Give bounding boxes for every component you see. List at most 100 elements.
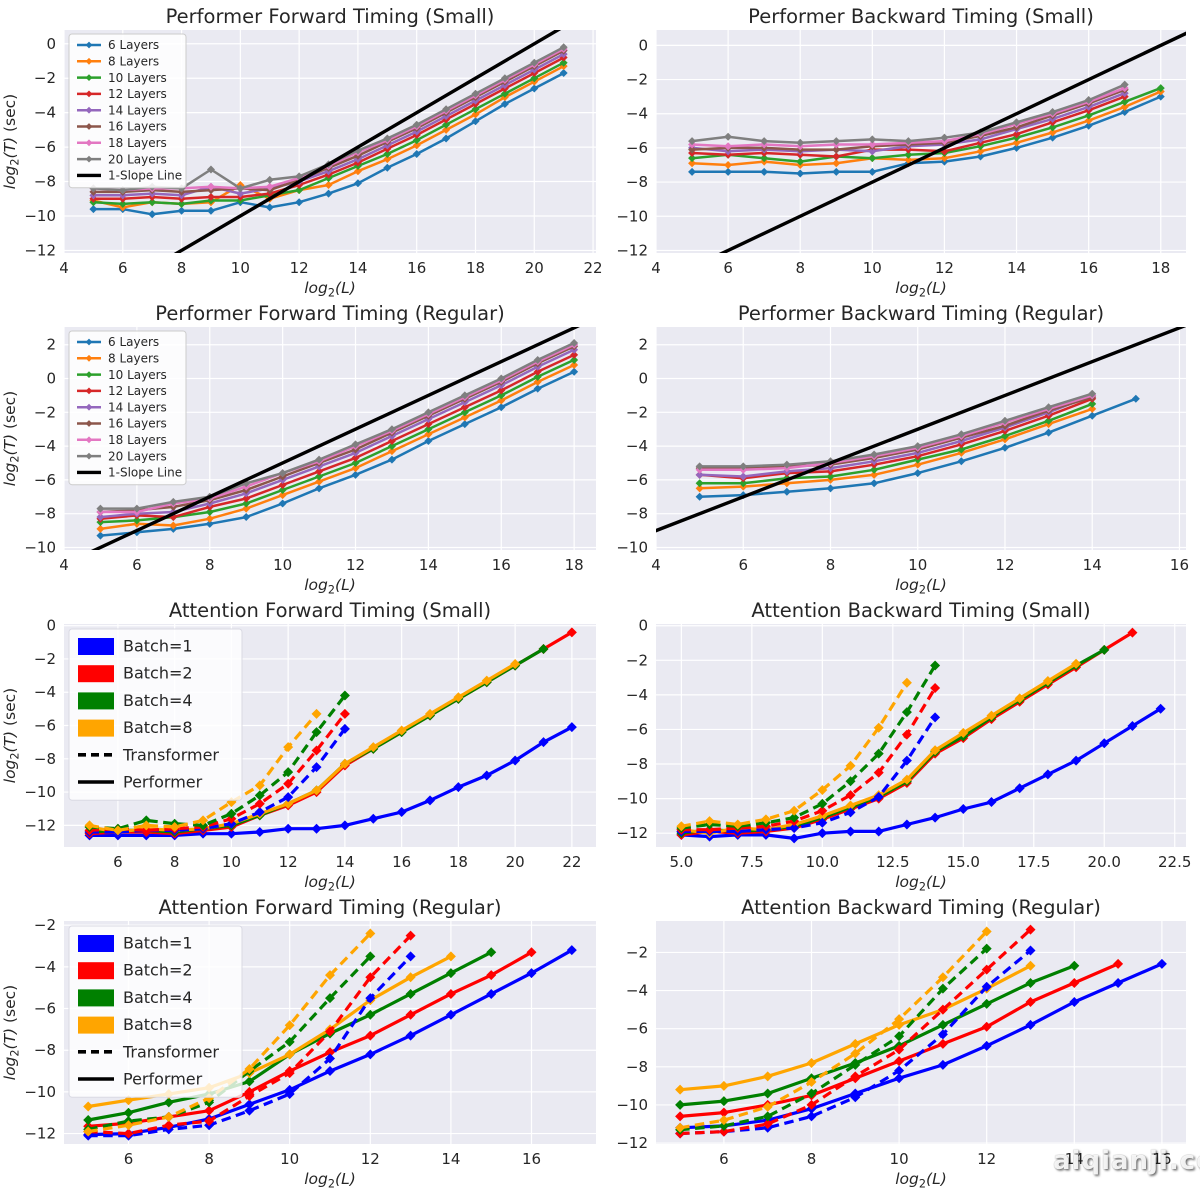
svg-text:12.5: 12.5 (876, 853, 909, 871)
svg-text:−12: −12 (24, 1125, 56, 1143)
svg-text:log2(L): log2(L) (895, 873, 947, 894)
svg-text:Batch=4: Batch=4 (123, 988, 193, 1007)
svg-text:0: 0 (46, 617, 56, 635)
svg-text:−2: −2 (34, 69, 56, 87)
svg-text:10: 10 (280, 1150, 299, 1168)
svg-text:15.0: 15.0 (947, 853, 980, 871)
svg-text:−10: −10 (616, 1096, 648, 1114)
svg-text:2: 2 (46, 336, 56, 354)
svg-text:1-Slope Line: 1-Slope Line (108, 169, 182, 183)
svg-text:−8: −8 (34, 750, 56, 768)
svg-text:−6: −6 (34, 138, 56, 156)
chart-canvas-attention-backward-regular: 6 8 10 12 14 16 −2 −4 −6 −8 −10 −12 log2(L) (616, 921, 1186, 1188)
svg-text:12: 12 (935, 259, 954, 277)
svg-text:12: 12 (346, 556, 365, 574)
watermark-text: aiqianji.com (1053, 1146, 1200, 1176)
svg-text:log2(L): log2(L) (895, 1170, 947, 1188)
svg-text:−6: −6 (626, 1020, 648, 1038)
svg-text:−4: −4 (34, 958, 56, 976)
svg-text:log2(T) (sec): log2(T) (sec) (1, 391, 22, 486)
svg-text:0: 0 (638, 36, 648, 54)
svg-text:14 Layers: 14 Layers (108, 400, 167, 414)
svg-text:8 Layers: 8 Layers (108, 55, 159, 69)
chart-title: Attention Backward Timing (Regular) (741, 896, 1101, 919)
svg-text:4: 4 (651, 556, 661, 574)
svg-text:12: 12 (977, 1150, 996, 1168)
subplot-performer-backward-small: 4 6 8 10 12 14 16 18 0 −2 −4 −6 −8 −10 −12 log2(L) Perf… (600, 0, 1200, 300)
subplot-attention-forward-regular: 6 8 10 12 14 16 −2 −4 −6 −8 −10 −12 log2(L) log2(T) (… (0, 891, 600, 1188)
svg-text:Batch=1: Batch=1 (123, 637, 193, 656)
svg-text:16: 16 (1170, 556, 1189, 574)
svg-text:Batch=8: Batch=8 (123, 718, 193, 737)
svg-text:18: 18 (565, 556, 584, 574)
svg-text:−6: −6 (626, 139, 648, 157)
svg-text:−8: −8 (626, 1058, 648, 1076)
svg-text:6 Layers: 6 Layers (108, 335, 159, 349)
svg-text:Transformer: Transformer (122, 1042, 219, 1061)
svg-text:−4: −4 (626, 437, 648, 455)
svg-text:10: 10 (273, 556, 292, 574)
svg-text:8: 8 (177, 259, 187, 277)
svg-text:22: 22 (584, 259, 603, 277)
svg-text:16: 16 (407, 259, 426, 277)
svg-text:16: 16 (1152, 1150, 1171, 1168)
svg-text:16 Layers: 16 Layers (108, 120, 167, 134)
svg-text:−10: −10 (616, 790, 648, 808)
svg-text:10.0: 10.0 (806, 853, 839, 871)
svg-text:5.0: 5.0 (669, 853, 693, 871)
svg-text:8: 8 (826, 556, 836, 574)
svg-text:6 Layers: 6 Layers (108, 38, 159, 52)
svg-text:6: 6 (719, 1150, 729, 1168)
svg-text:log2(L): log2(L) (304, 576, 356, 597)
svg-text:10 Layers: 10 Layers (108, 368, 167, 382)
svg-text:14: 14 (1007, 259, 1026, 277)
svg-text:−2: −2 (34, 403, 56, 421)
svg-text:18 Layers: 18 Layers (108, 136, 167, 150)
svg-text:−6: −6 (34, 1000, 56, 1018)
chart-canvas-attention-backward-small: 5.0 7.5 10.0 12.5 15.0 17.5 20.0 22.5 0 −2 −4 −6 −8 −… (616, 617, 1191, 894)
svg-text:−8: −8 (626, 505, 648, 523)
svg-text:Performer: Performer (123, 1070, 203, 1089)
svg-text:−2: −2 (626, 651, 648, 669)
chart-title: Attention Forward Timing (Regular) (158, 896, 502, 919)
svg-text:−12: −12 (24, 241, 56, 259)
svg-text:4: 4 (59, 556, 69, 574)
svg-text:0: 0 (638, 617, 648, 635)
chart-title: Attention Forward Timing (Small) (168, 599, 492, 622)
svg-text:−10: −10 (24, 207, 56, 225)
svg-text:−2: −2 (34, 650, 56, 668)
svg-text:Transformer: Transformer (122, 745, 219, 764)
svg-text:−12: −12 (24, 816, 56, 834)
subplot-attention-forward-small: 6 8 10 12 14 16 18 20 22 0 −2 −4 −6 −8 −10 −12 log2(L) lo… (0, 594, 600, 894)
svg-text:6: 6 (124, 1150, 134, 1168)
svg-text:−8: −8 (34, 173, 56, 191)
chart-title: Performer Backward Timing (Regular) (737, 302, 1105, 325)
chart-canvas-attention-forward-regular: 6 8 10 12 14 16 −2 −4 −6 −8 −10 −12 log2(L) log2(T) (… (1, 916, 596, 1188)
svg-text:−2: −2 (626, 403, 648, 421)
svg-text:−10: −10 (24, 1083, 56, 1101)
chart-canvas-performer-forward-small: 4 6 8 10 12 14 16 18 20 22 0 −2 −4 −6 −8 −10 −12 log2(L) l… (1, 30, 603, 300)
svg-text:6: 6 (113, 853, 123, 871)
svg-text:−4: −4 (34, 683, 56, 701)
subplot-performer-forward-regular: 4 6 8 10 12 14 16 18 2 0 −2 −4 −6 −8 −10 log2(L) log2(T)… (0, 297, 600, 597)
chart-canvas-attention-forward-small: 6 8 10 12 14 16 18 20 22 0 −2 −4 −6 −8 −10 −12 log2(L) lo… (1, 617, 596, 894)
svg-text:Batch=1: Batch=1 (123, 934, 193, 953)
svg-text:12: 12 (361, 1150, 380, 1168)
svg-text:16: 16 (492, 556, 511, 574)
svg-text:10: 10 (890, 1150, 909, 1168)
svg-text:22: 22 (562, 853, 581, 871)
svg-text:14: 14 (348, 259, 367, 277)
svg-text:14: 14 (1065, 1150, 1084, 1168)
svg-text:8: 8 (795, 259, 805, 277)
chart-canvas-performer-forward-regular: 4 6 8 10 12 14 16 1820−2−4−6−8−10log2(L)log2(T)… (1, 327, 596, 597)
svg-text:log2(L): log2(L) (304, 873, 356, 894)
svg-text:−6: −6 (626, 720, 648, 738)
svg-text:−8: −8 (626, 755, 648, 773)
svg-text:6: 6 (132, 556, 142, 574)
svg-text:8: 8 (170, 853, 180, 871)
svg-text:18: 18 (449, 853, 468, 871)
subplot-performer-forward-small: 4 6 8 10 12 14 16 18 20 22 0 −2 −4 −6 −8 −10 −12 log2(L) l… (0, 0, 603, 300)
svg-text:20: 20 (506, 853, 525, 871)
svg-text:Batch=8: Batch=8 (123, 1015, 193, 1034)
svg-text:16 Layers: 16 Layers (108, 417, 167, 431)
